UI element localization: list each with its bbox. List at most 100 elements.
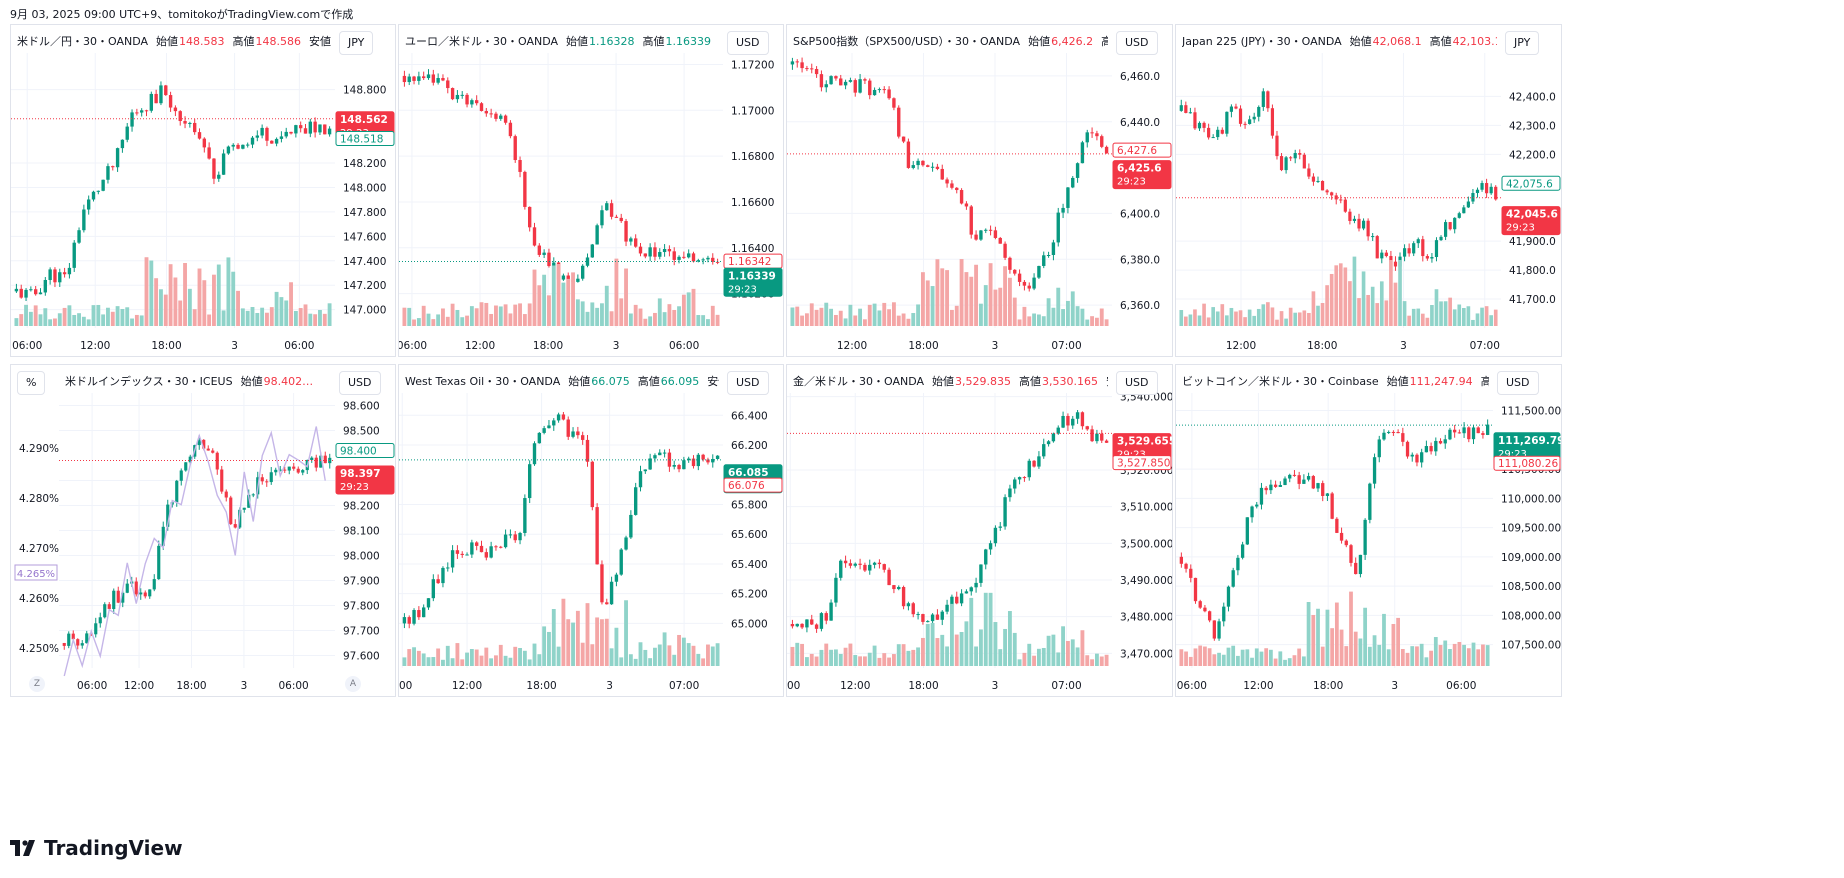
volume-bar: [1027, 643, 1032, 666]
candle-body: [643, 469, 648, 472]
candle-body: [215, 452, 219, 470]
chart-panel[interactable]: 111,500.00110,500.00110,000.00109,500.00…: [1175, 364, 1562, 697]
volume-bar: [431, 657, 436, 666]
currency-button[interactable]: USD: [1116, 31, 1158, 55]
symbol-title[interactable]: West Texas Oil・30・OANDA: [405, 375, 561, 388]
price-tick-label: 97.700: [343, 626, 380, 638]
candle-body: [1085, 426, 1089, 430]
candle-body: [1494, 186, 1498, 200]
symbol-title[interactable]: 金／米ドル・30・OANDA: [793, 375, 925, 388]
chart-legend[interactable]: ユーロ／米ドル・30・OANDA始値1.16328高値1.16339安値…: [405, 33, 719, 49]
chart-panel[interactable]: 6,460.0 6,440.0 6,400.0 6,380.0 6,360.0 12:00…: [786, 24, 1173, 357]
currency-button[interactable]: JPY: [1505, 31, 1540, 55]
candle-body: [662, 248, 667, 253]
currency-button[interactable]: USD: [727, 371, 769, 395]
chart-legend[interactable]: ビットコイン／米ドル・30・Coinbase 始値111,247.94 高値…: [1182, 373, 1489, 389]
chart-panel[interactable]: 1.172001.170001.168001.166001.164001.162…: [398, 24, 784, 357]
candle-body: [552, 420, 556, 426]
price-tick-label: 111,500.00: [1501, 406, 1561, 418]
volume-bar: [824, 302, 829, 326]
candle-body: [143, 592, 147, 597]
chart-canvas[interactable]: 66.400 66.200 65.800 65.600 65.400 65.200 65.0…: [399, 365, 784, 697]
tradingview-logo[interactable]: TradingView: [10, 836, 183, 860]
auto-scale-button[interactable]: A: [345, 676, 361, 692]
symbol-title[interactable]: S&P500指数（SPX500/USD）・30・OANDA: [793, 35, 1021, 48]
volume-bar: [580, 301, 585, 326]
candle-body: [179, 470, 183, 481]
price-tag-value: 66.085: [728, 467, 769, 479]
symbol-title[interactable]: 米ドルインデックス・30・ICEUS: [65, 375, 233, 388]
candle-body: [1037, 456, 1041, 467]
chart-canvas[interactable]: 111,500.00110,500.00110,000.00109,500.00…: [1176, 365, 1562, 697]
currency-button[interactable]: USD: [1497, 371, 1539, 395]
chart-panel[interactable]: 3,540.000 3,520.000 3,510.000 3,500.000 3,49…: [786, 364, 1173, 697]
zoom-button[interactable]: Z: [29, 676, 45, 692]
candle-body: [1095, 133, 1099, 137]
candle-body: [1104, 440, 1109, 443]
candle-body: [600, 564, 604, 603]
price-tag-value: 98.397: [340, 468, 381, 480]
ohlc-value: 111,247.94: [1409, 375, 1473, 388]
volume-bar: [489, 313, 494, 326]
chart-panel[interactable]: 66.400 66.200 65.800 65.600 65.400 65.200 65.0…: [398, 364, 784, 697]
volume-bar: [872, 645, 877, 666]
chart-canvas[interactable]: 1.172001.170001.168001.166001.164001.162…: [399, 25, 784, 357]
currency-button[interactable]: USD: [339, 371, 381, 395]
volume-bar: [1410, 646, 1415, 666]
chart-canvas[interactable]: 6,460.0 6,440.0 6,400.0 6,380.0 6,360.0 12:00…: [787, 25, 1173, 357]
ohlc-label: 安値: [309, 35, 331, 48]
chart-legend[interactable]: 米ドル／円・30・OANDA始値148.583高値148.586安値148.55…: [17, 33, 331, 49]
volume-bar: [183, 262, 187, 326]
symbol-title[interactable]: 米ドル／円・30・OANDA: [17, 35, 149, 48]
chart-canvas[interactable]: 3,540.0003,520.0003,510.0003,500.0003,49…: [787, 365, 1173, 697]
volume-bar: [494, 305, 498, 326]
price-tick-label: 147.000: [343, 305, 386, 317]
yield-tag: [14, 564, 58, 581]
chart-panel[interactable]: 98.60098.50098.30098.20098.10098.00097.9…: [10, 364, 396, 697]
candle-body: [1100, 433, 1104, 441]
chart-legend[interactable]: 金／米ドル・30・OANDA 始値3,529.835 高値3,530.165 安値…: [793, 373, 1108, 389]
symbol-title[interactable]: ユーロ／米ドル・30・OANDA: [405, 35, 559, 48]
currency-button[interactable]: USD: [727, 31, 769, 55]
symbol-title[interactable]: ビットコイン／米ドル・30・Coinbase: [1182, 375, 1379, 388]
volume-bar: [503, 304, 508, 326]
candle-body: [279, 136, 284, 139]
time-tick-label: ·:00: [399, 680, 412, 692]
time-tick-label: 12:00: [80, 340, 110, 352]
candle-body: [265, 127, 269, 141]
chart-canvas[interactable]: 98.60098.50098.30098.20098.10098.00097.9…: [11, 365, 396, 697]
candle-body: [682, 256, 686, 258]
yield-tick-label: 4.270%: [19, 543, 59, 555]
symbol-title[interactable]: Japan 225 (JPY)・30・OANDA: [1182, 35, 1342, 48]
volume-bar: [159, 289, 163, 326]
volume-bar: [445, 316, 450, 326]
chart-legend[interactable]: 米ドルインデックス・30・ICEUS 始値98.402…: [65, 373, 313, 389]
candle-body: [301, 470, 305, 473]
chart-canvas[interactable]: 148.800 148.200 148.000 147.800 147.600 147.4…: [11, 25, 396, 357]
chart-legend[interactable]: S&P500指数（SPX500/USD）・30・OANDA 始値6,426.2 高値…: [793, 33, 1108, 49]
candle-body: [1448, 429, 1452, 440]
volume-bar: [800, 643, 805, 666]
left-scale-button[interactable]: %: [17, 371, 46, 395]
candle-body: [1466, 201, 1470, 208]
candle-body: [1027, 460, 1031, 478]
candle-body: [412, 76, 416, 81]
chart-legend[interactable]: Japan 225 (JPY)・30・OANDA 始値42,068.1 高値42,1…: [1182, 33, 1497, 49]
candle-body: [1387, 431, 1391, 433]
chart-panel[interactable]: 148.800 148.200 148.000 147.800 147.600 147.4…: [10, 24, 396, 357]
currency-button[interactable]: JPY: [339, 31, 374, 55]
chart-canvas[interactable]: 42,400.0 42,300.0 42,200.0 41,900.0 41,800.0…: [1176, 25, 1562, 357]
chart-legend[interactable]: West Texas Oil・30・OANDA 始値66.075 高値66.095 安…: [405, 373, 719, 389]
candle-body: [212, 158, 216, 179]
candle-body: [513, 534, 517, 541]
volume-bar: [498, 644, 503, 666]
volume-bar: [1256, 308, 1261, 326]
candle-body: [518, 160, 522, 172]
candle-body: [202, 439, 206, 449]
volume-bar: [949, 603, 954, 666]
volume-bar: [677, 306, 681, 326]
chart-panel[interactable]: 42,400.0 42,300.0 42,200.0 41,900.0 41,800.0…: [1175, 24, 1562, 357]
candle-body: [696, 260, 701, 262]
candle-body: [1203, 607, 1207, 612]
currency-button[interactable]: USD: [1116, 371, 1158, 395]
